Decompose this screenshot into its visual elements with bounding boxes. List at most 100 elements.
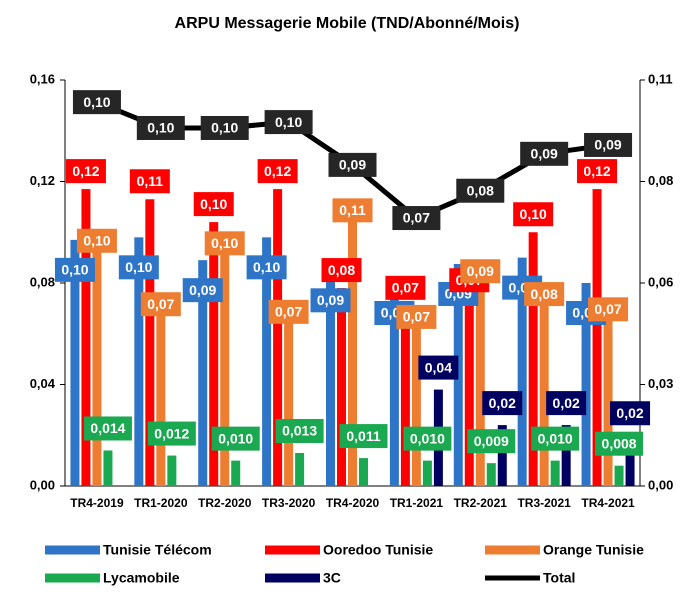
bar [134, 237, 144, 486]
bar-value-label-box [396, 304, 437, 329]
bar-value-label-box [403, 426, 452, 451]
bar [517, 257, 527, 486]
legend-label: Orange Tunisie [543, 542, 644, 558]
bar-value-label-box [385, 275, 426, 300]
line-value-label-box [264, 110, 313, 135]
bar-value-label: 0,02 [489, 395, 516, 411]
bar [103, 450, 113, 486]
bar [359, 458, 368, 486]
line-value-label-box [72, 90, 121, 115]
y2-tick-label: 0,08 [648, 173, 673, 188]
bar [156, 298, 166, 486]
bar-value-label: 0,010 [410, 430, 445, 446]
bar-value-label: 0,013 [282, 423, 317, 439]
bar-value-label-box [83, 416, 132, 441]
bar [273, 189, 283, 487]
y-tick-label: 0,04 [30, 376, 56, 391]
bar-value-label-box [332, 198, 373, 223]
line-value-label: 0,10 [147, 120, 174, 136]
bar-value-label: 0,07 [275, 304, 302, 320]
bar-value-label-box [467, 429, 516, 454]
bar-value-label: 0,010 [218, 430, 253, 446]
y2-tick-label: 0,00 [648, 477, 673, 492]
bar-value-label-box [147, 421, 196, 446]
bar-value-label-box [275, 419, 324, 444]
bar-value-label: 0,009 [474, 433, 509, 449]
y-tick-label: 0,16 [30, 71, 55, 86]
chart-title: ARPU Messagerie Mobile (TND/Abonné/Mois) [175, 15, 520, 32]
bar-value-label-box [524, 282, 565, 307]
bar [475, 265, 485, 486]
bar-value-label-box [546, 391, 587, 416]
bar-value-label: 0,10 [200, 196, 227, 212]
bar-value-label-box [588, 297, 629, 322]
bar-value-label-box [246, 255, 287, 280]
bar-value-label-box [54, 257, 95, 282]
bar-value-label-box [204, 231, 245, 256]
line-value-label-box [136, 115, 185, 140]
legend-label: 3C [323, 570, 341, 586]
bar-value-label: 0,02 [616, 405, 643, 421]
bar-value-label-box [595, 431, 644, 456]
bar-value-label: 0,10 [125, 259, 152, 275]
legend-label: Tunisie Télécom [103, 542, 212, 558]
bar [464, 298, 474, 486]
x-tick-label: TR4-2021 [581, 496, 635, 510]
x-tick-label: TR3-2021 [517, 496, 571, 510]
bar-value-label-box [482, 391, 523, 416]
bar [411, 310, 421, 486]
bar-value-label: 0,010 [538, 430, 573, 446]
bar-value-label: 0,10 [211, 235, 238, 251]
line-value-label-box [456, 178, 505, 203]
bar [167, 455, 177, 486]
line-value-label-box [328, 152, 377, 177]
bar-value-label-box [65, 159, 106, 184]
y2-tick-label: 0,03 [648, 376, 673, 391]
bar-value-label-box [531, 426, 580, 451]
bar-value-label-box [140, 292, 181, 317]
line-value-label: 0,10 [83, 94, 110, 110]
line-value-label: 0,07 [403, 210, 430, 226]
bar-value-label: 0,10 [83, 232, 110, 248]
x-tick-label: TR3-2020 [262, 496, 316, 510]
bar-value-label: 0,11 [339, 202, 366, 218]
bar [614, 465, 624, 486]
legend-label: Total [543, 570, 575, 586]
bar-value-label: 0,08 [328, 262, 355, 278]
bar-value-label: 0,07 [594, 301, 621, 317]
bar-value-label-box [321, 258, 362, 283]
y-tick-label: 0,00 [30, 477, 55, 492]
bar [231, 460, 241, 486]
legend-label: Lycamobile [103, 570, 180, 586]
bar [550, 460, 560, 486]
bar [326, 270, 335, 486]
bar-value-label-box [193, 192, 234, 217]
bar-value-label-box [610, 401, 651, 426]
x-tick-label: TR4-2019 [70, 496, 124, 510]
bar [592, 189, 602, 487]
bar [70, 239, 80, 486]
bar-value-label-box [211, 426, 260, 451]
line-value-label: 0,09 [339, 157, 366, 173]
bar-value-label: 0,09 [189, 282, 216, 298]
bar-value-label-box [257, 159, 298, 184]
line-value-label-box [584, 132, 633, 157]
bar-value-label-box [118, 255, 159, 280]
x-tick-label: TR1-2021 [390, 496, 444, 510]
y-tick-label: 0,12 [30, 173, 55, 188]
bar [486, 463, 496, 486]
bar [284, 305, 294, 486]
line-value-label: 0,10 [211, 120, 238, 136]
bar [400, 305, 410, 486]
line-value-label: 0,09 [531, 146, 558, 162]
x-tick-label: TR1-2020 [134, 496, 188, 510]
bar [262, 237, 272, 486]
bar [209, 222, 219, 486]
bar-value-label-box [310, 288, 351, 313]
bar-value-label-box [339, 424, 388, 449]
bar [422, 460, 432, 486]
bar-value-label-box [182, 278, 223, 303]
bar-value-label: 0,11 [137, 173, 164, 189]
bar-value-label: 0,08 [531, 286, 558, 302]
line-value-label-box [200, 115, 249, 140]
